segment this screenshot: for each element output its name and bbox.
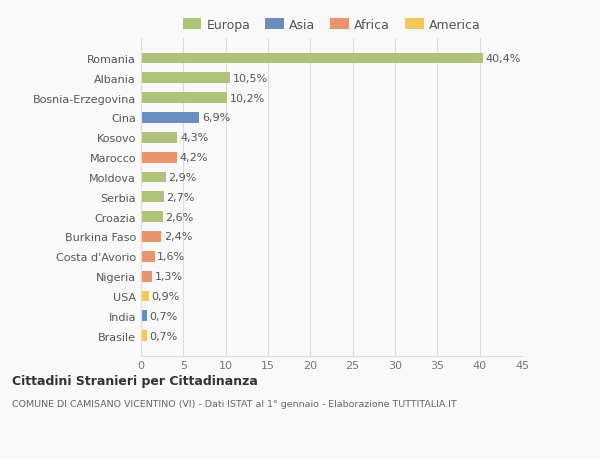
Text: 2,9%: 2,9% <box>168 173 196 183</box>
Bar <box>141 212 163 223</box>
Text: 0,7%: 0,7% <box>149 331 178 341</box>
Text: 2,4%: 2,4% <box>164 232 192 242</box>
Bar <box>141 291 149 302</box>
Text: 0,9%: 0,9% <box>151 291 179 301</box>
Text: 1,6%: 1,6% <box>157 252 185 262</box>
Bar <box>141 113 199 123</box>
Text: Cittadini Stranieri per Cittadinanza: Cittadini Stranieri per Cittadinanza <box>12 374 258 387</box>
Text: 0,7%: 0,7% <box>149 311 178 321</box>
Bar <box>141 53 483 64</box>
Text: 4,3%: 4,3% <box>180 133 208 143</box>
Text: COMUNE DI CAMISANO VICENTINO (VI) - Dati ISTAT al 1° gennaio - Elaborazione TUTT: COMUNE DI CAMISANO VICENTINO (VI) - Dati… <box>12 399 457 409</box>
Text: 1,3%: 1,3% <box>155 272 182 281</box>
Bar <box>141 271 152 282</box>
Bar <box>141 172 166 183</box>
Bar <box>141 330 147 341</box>
Bar <box>141 231 161 242</box>
Text: 40,4%: 40,4% <box>485 54 521 64</box>
Bar <box>141 93 227 104</box>
Text: 2,6%: 2,6% <box>166 212 194 222</box>
Bar <box>141 152 176 163</box>
Bar <box>141 73 230 84</box>
Text: 10,5%: 10,5% <box>232 73 268 84</box>
Bar <box>141 133 178 144</box>
Legend: Europa, Asia, Africa, America: Europa, Asia, Africa, America <box>178 14 485 37</box>
Bar <box>141 192 164 203</box>
Text: 6,9%: 6,9% <box>202 113 230 123</box>
Text: 10,2%: 10,2% <box>230 94 265 103</box>
Bar <box>141 251 155 262</box>
Bar <box>141 311 147 322</box>
Text: 4,2%: 4,2% <box>179 153 208 163</box>
Text: 2,7%: 2,7% <box>166 192 195 202</box>
